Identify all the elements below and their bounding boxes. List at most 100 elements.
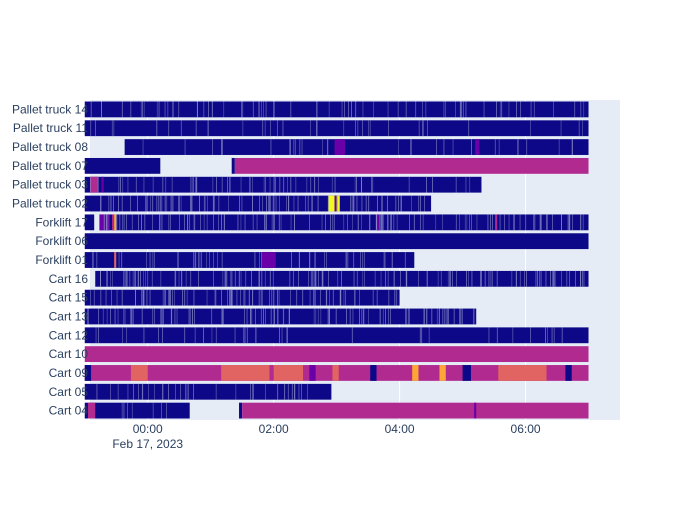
stripe-cart-15-45 xyxy=(168,289,169,306)
stripe-pallet-truck-03-26 xyxy=(274,176,276,193)
stripe-cart-16-86 xyxy=(269,270,271,287)
stripe-cart-13-38 xyxy=(408,308,409,325)
stripe-cart-13-86 xyxy=(426,308,428,325)
stripe-cart-12-32 xyxy=(234,327,236,344)
stripe-cart-15-7 xyxy=(111,289,112,306)
stripe-pallet-truck-02-14 xyxy=(207,195,208,212)
stripe-cart-16-125 xyxy=(310,270,312,287)
stripe-cart-15-28 xyxy=(314,289,316,306)
stripe-pallet-truck-02-86 xyxy=(190,195,192,212)
y-label-pallet-truck-07: Pallet truck 07 xyxy=(12,159,88,173)
stripe-pallet-truck-14-37 xyxy=(574,101,576,118)
stripe-pallet-truck-11-2 xyxy=(316,120,318,137)
stripe-forklift-01-31 xyxy=(217,252,218,268)
stripe-forklift-17-93 xyxy=(357,214,359,231)
stripe-cart-16-108 xyxy=(293,270,294,287)
stripe-cart-13-97 xyxy=(382,308,384,325)
stripe-pallet-truck-03-33 xyxy=(279,176,281,193)
y-label-cart-12: Cart 12 xyxy=(49,328,89,342)
stripe-cart-15-36 xyxy=(269,289,270,306)
segment-cart-09-12 xyxy=(565,365,572,381)
stripe-cart-12-33 xyxy=(184,327,186,344)
stripe-pallet-truck-14-0 xyxy=(208,101,209,118)
stripe-pallet-truck-11-20 xyxy=(264,120,266,137)
stripe-pallet-truck-03-30 xyxy=(310,176,312,193)
stripe-cart-13-49 xyxy=(380,308,381,325)
stripe-pallet-truck-02-72 xyxy=(377,195,378,212)
stripe-pallet-truck-11-29 xyxy=(357,120,359,137)
stripe-forklift-17-40 xyxy=(396,214,398,231)
stripe-forklift-17-95 xyxy=(244,214,246,231)
stripe-cart-05-31 xyxy=(117,383,119,400)
stripe-pallet-truck-11-0 xyxy=(242,120,244,137)
stripe-cart-15-0 xyxy=(376,289,378,306)
stripe-pallet-truck-02-47 xyxy=(204,195,206,212)
stripe-pallet-truck-11-16 xyxy=(195,120,197,137)
stripe-pallet-truck-03-29 xyxy=(269,176,271,193)
stripe-forklift-17-3 xyxy=(569,214,571,231)
stripe-cart-16-70 xyxy=(480,270,481,287)
stripe-pallet-truck-02-35 xyxy=(269,195,270,212)
stripe-cart-12-2 xyxy=(421,327,423,344)
stripe-pallet-truck-02-82 xyxy=(365,195,367,212)
stripe-cart-15-5 xyxy=(100,289,102,306)
stripe-pallet-truck-02-67 xyxy=(130,195,131,212)
stripe-cart-12-27 xyxy=(203,327,204,344)
stripe-forklift-01-33 xyxy=(198,252,200,268)
stripe-cart-12-25 xyxy=(194,327,196,344)
stripe-forklift-01-22 xyxy=(299,252,300,268)
stripe-forklift-01-10 xyxy=(92,252,93,268)
stripe-pallet-truck-11-7 xyxy=(90,120,92,137)
stripe-forklift-17-34 xyxy=(273,214,275,231)
segment-pallet-truck-07-1 xyxy=(231,157,235,174)
stripe-cart-16-112 xyxy=(488,270,490,287)
stripe-pallet-truck-03-6 xyxy=(195,176,197,193)
stripe-cart-16-48 xyxy=(224,270,226,287)
stripe-cart-16-96 xyxy=(447,270,449,287)
segment-forklift-01-1 xyxy=(114,252,117,268)
stripe-forklift-01-27 xyxy=(193,252,194,268)
stripe-cart-13-93 xyxy=(459,308,461,325)
stripe-cart-13-66 xyxy=(439,308,440,325)
stripe-cart-16-5 xyxy=(582,270,583,287)
segment-pallet-truck-11-0 xyxy=(84,120,589,137)
stripe-pallet-truck-02-20 xyxy=(110,195,112,212)
stripe-forklift-17-49 xyxy=(123,214,125,231)
y-label-pallet-truck-02: Pallet truck 02 xyxy=(12,197,88,211)
stripe-forklift-17-65 xyxy=(159,214,160,231)
stripe-cart-16-116 xyxy=(140,270,141,287)
segment-cart-04-0 xyxy=(84,402,190,419)
stripe-cart-13-67 xyxy=(162,308,163,325)
stripe-cart-05-15 xyxy=(291,383,293,400)
stripe-cart-13-98 xyxy=(406,308,408,325)
stripe-cart-16-36 xyxy=(321,270,323,287)
stripe-pallet-truck-02-56 xyxy=(268,195,269,212)
stripe-forklift-17-5 xyxy=(504,214,505,231)
stripe-cart-16-64 xyxy=(134,270,136,287)
stripe-pallet-truck-08-22 xyxy=(322,139,323,155)
stripe-forklift-17-33 xyxy=(546,214,547,231)
row-cart-05 xyxy=(84,383,332,400)
stripe-cart-15-21 xyxy=(277,289,278,306)
stripe-forklift-01-13 xyxy=(326,252,327,268)
stripe-cart-05-25 xyxy=(127,383,129,400)
stripe-pallet-truck-03-42 xyxy=(372,176,374,193)
stripe-pallet-truck-03-11 xyxy=(120,176,121,193)
stripe-pallet-truck-08-1 xyxy=(526,139,528,155)
segment-pallet-truck-03-1 xyxy=(90,176,99,193)
stripe-cart-16-2 xyxy=(308,270,309,287)
stripe-pallet-truck-02-16 xyxy=(121,195,123,212)
stripe-cart-16-44 xyxy=(230,270,232,287)
stripe-pallet-truck-14-52 xyxy=(351,101,352,118)
stripe-cart-16-89 xyxy=(213,270,214,287)
stripe-pallet-truck-03-18 xyxy=(90,176,91,193)
stripe-pallet-truck-14-24 xyxy=(265,101,267,118)
stripe-cart-16-68 xyxy=(552,270,554,287)
stripe-forklift-17-15 xyxy=(459,214,460,231)
row-pallet-truck-07 xyxy=(84,157,589,174)
stripe-forklift-17-105 xyxy=(332,214,334,231)
stripe-pallet-truck-02-63 xyxy=(150,195,151,212)
stripe-forklift-17-83 xyxy=(540,214,542,231)
stripe-cart-05-16 xyxy=(284,383,285,400)
stripe-cart-15-68 xyxy=(273,289,275,306)
